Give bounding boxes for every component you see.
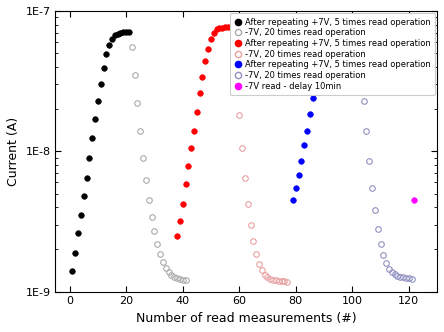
- Y-axis label: Current (A): Current (A): [7, 117, 20, 186]
- X-axis label: Number of read measurements (#): Number of read measurements (#): [136, 312, 357, 325]
- Legend: After repeating +7V, 5 times read operation, -7V, 20 times read operation, After: After repeating +7V, 5 times read operat…: [230, 13, 435, 95]
